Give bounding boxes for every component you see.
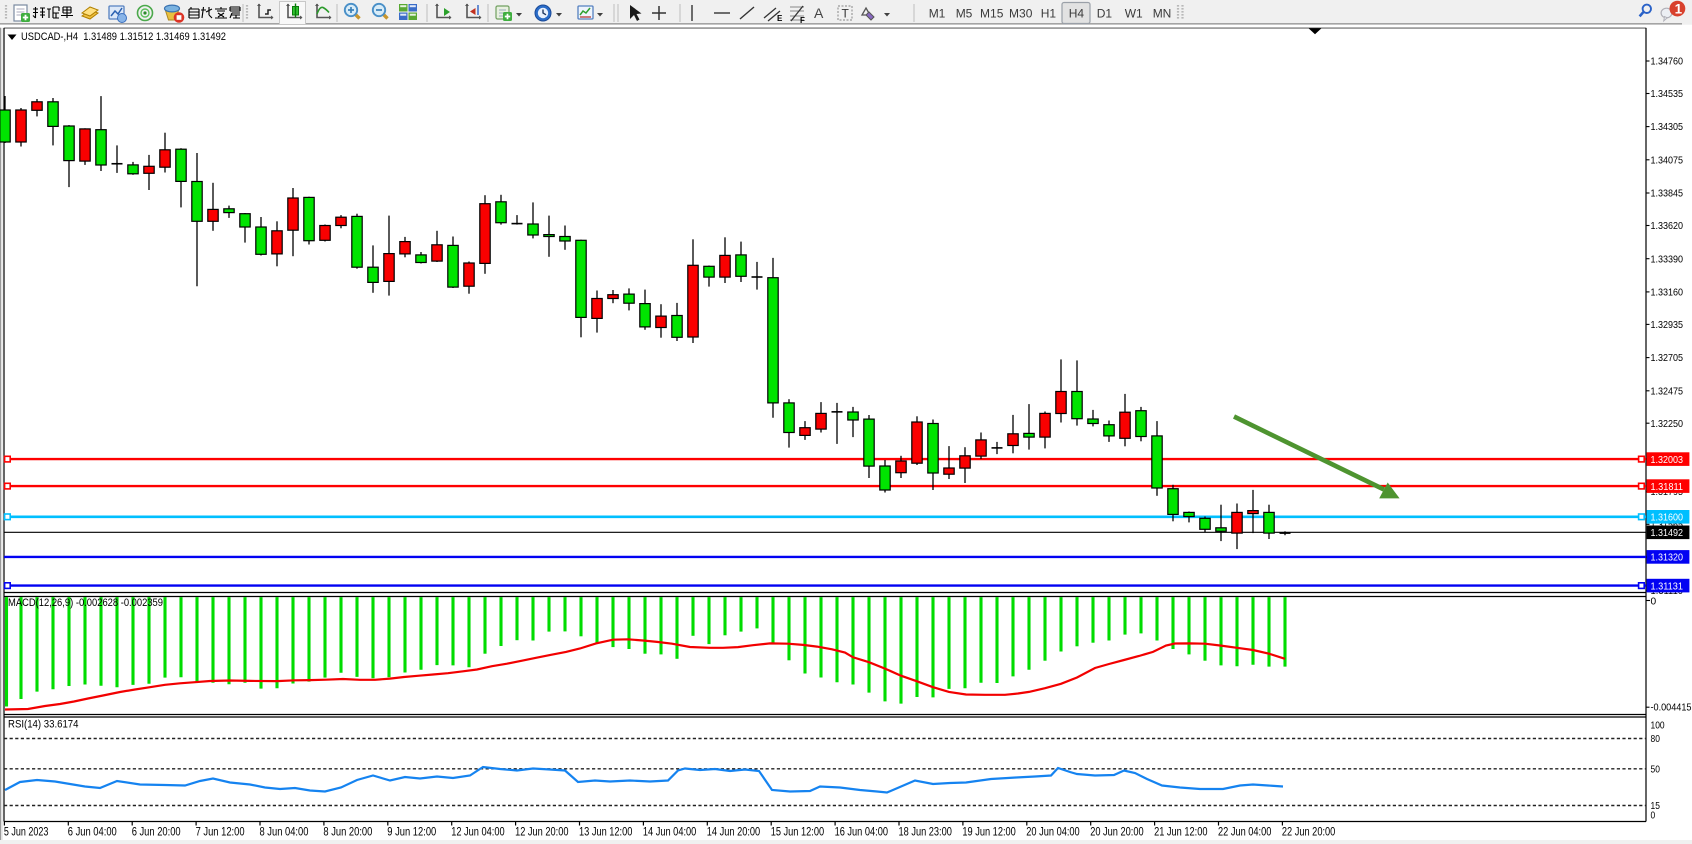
svg-text:1: 1: [1675, 1, 1683, 16]
svg-text:1.31811: 1.31811: [1651, 482, 1684, 493]
svg-text:6 Jun 04:00: 6 Jun 04:00: [68, 825, 117, 839]
svg-text:1.33620: 1.33620: [1651, 221, 1684, 232]
svg-text:50: 50: [1651, 764, 1661, 775]
svg-text:1.32705: 1.32705: [1651, 353, 1684, 364]
svg-text:1.34760: 1.34760: [1651, 57, 1684, 68]
svg-text:1.33845: 1.33845: [1651, 189, 1684, 200]
svg-text:1.31131: 1.31131: [1651, 581, 1684, 592]
svg-text:M30: M30: [1009, 7, 1033, 21]
svg-text:MACD(12,26,9) -0.002628 -0.002: MACD(12,26,9) -0.002628 -0.002359: [8, 597, 163, 609]
svg-text:1.31600: 1.31600: [1651, 513, 1684, 524]
svg-text:100: 100: [1651, 721, 1665, 732]
svg-text:12 Jun 04:00: 12 Jun 04:00: [451, 825, 505, 839]
svg-text:1.31320: 1.31320: [1651, 553, 1684, 564]
svg-text:1.32003: 1.32003: [1651, 455, 1684, 466]
svg-text:18 Jun 23:00: 18 Jun 23:00: [899, 825, 953, 839]
svg-text:14 Jun 20:00: 14 Jun 20:00: [707, 825, 761, 839]
svg-text:20 Jun 04:00: 20 Jun 04:00: [1026, 825, 1080, 839]
svg-text:F: F: [800, 16, 805, 25]
svg-text:8 Jun 20:00: 8 Jun 20:00: [323, 825, 372, 839]
svg-text:15: 15: [1651, 801, 1661, 812]
svg-text:M15: M15: [980, 7, 1004, 21]
svg-text:1.32250: 1.32250: [1651, 419, 1684, 430]
svg-text:H4: H4: [1069, 7, 1085, 21]
svg-text:H1: H1: [1041, 7, 1057, 21]
svg-text:8 Jun 04:00: 8 Jun 04:00: [260, 825, 309, 839]
svg-text:12 Jun 20:00: 12 Jun 20:00: [515, 825, 569, 839]
svg-text:5 Jun 2023: 5 Jun 2023: [4, 825, 49, 839]
svg-text:13 Jun 12:00: 13 Jun 12:00: [579, 825, 633, 839]
svg-text:21 Jun 12:00: 21 Jun 12:00: [1154, 825, 1208, 839]
svg-text:20 Jun 20:00: 20 Jun 20:00: [1090, 825, 1144, 839]
svg-text:USDCAD-,H4 1.31489 1.31512 1.: USDCAD-,H4 1.31489 1.31512 1.31469 1.314…: [21, 31, 226, 43]
svg-text:T: T: [842, 7, 850, 21]
svg-text:19 Jun 12:00: 19 Jun 12:00: [962, 825, 1016, 839]
svg-text:1.34075: 1.34075: [1651, 155, 1684, 166]
svg-text:22 Jun 04:00: 22 Jun 04:00: [1218, 825, 1272, 839]
svg-text:9 Jun 12:00: 9 Jun 12:00: [387, 825, 436, 839]
svg-text:16 Jun 04:00: 16 Jun 04:00: [835, 825, 889, 839]
svg-text:W1: W1: [1125, 7, 1143, 21]
svg-text:A: A: [814, 5, 824, 21]
svg-text:1.33390: 1.33390: [1651, 254, 1684, 265]
svg-text:-0.004415: -0.004415: [1651, 703, 1692, 714]
svg-text:1.31565: 1.31565: [1651, 520, 1684, 531]
svg-text:14 Jun 04:00: 14 Jun 04:00: [643, 825, 697, 839]
svg-text:RSI(14) 33.6174: RSI(14) 33.6174: [8, 719, 79, 731]
svg-text:1.31492: 1.31492: [1651, 528, 1684, 539]
svg-text:80: 80: [1651, 734, 1661, 745]
svg-text:1.32935: 1.32935: [1651, 320, 1684, 331]
svg-text:MN: MN: [1153, 7, 1172, 21]
svg-text:1.34305: 1.34305: [1651, 122, 1684, 133]
svg-text:7 Jun 12:00: 7 Jun 12:00: [196, 825, 245, 839]
svg-text:22 Jun 20:00: 22 Jun 20:00: [1282, 825, 1336, 839]
svg-text:0: 0: [1651, 810, 1656, 821]
svg-text:6 Jun 20:00: 6 Jun 20:00: [132, 825, 181, 839]
svg-text:0: 0: [1651, 597, 1657, 608]
svg-text:1.34535: 1.34535: [1651, 89, 1684, 100]
svg-text:M1: M1: [929, 7, 946, 21]
svg-text:M5: M5: [956, 7, 973, 21]
svg-text:1.32475: 1.32475: [1651, 386, 1684, 397]
svg-text:E: E: [777, 14, 783, 23]
svg-text:1.33160: 1.33160: [1651, 288, 1684, 299]
svg-text:D1: D1: [1097, 7, 1113, 21]
svg-text:15 Jun 12:00: 15 Jun 12:00: [771, 825, 825, 839]
